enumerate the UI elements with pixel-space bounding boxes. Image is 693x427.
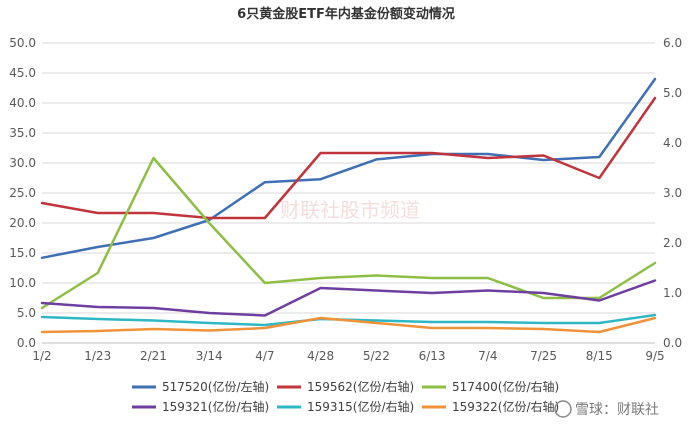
series-line	[40, 316, 657, 334]
legend-label: 517400(亿份/右轴)	[452, 379, 559, 394]
x-tick-label: 2/21	[140, 349, 167, 363]
brand-logo: 雪球：财联社	[554, 400, 659, 418]
y-axis-right: 0.0 1.0 2.0 3.0 4.0 5.0 6.0	[663, 36, 682, 350]
legend: 517520(亿份/左轴) 159562(亿份/右轴) 517400(亿份/右轴) 1…	[132, 379, 559, 414]
y-left-tick-label: 5.0	[17, 306, 36, 320]
series-line	[40, 156, 657, 310]
x-tick-label: 6/13	[419, 349, 446, 363]
x-tick-label: 4/7	[255, 349, 274, 363]
legend-label: 159321(亿份/右轴)	[162, 399, 269, 414]
y-left-tick-label: 30.0	[9, 156, 36, 170]
x-tick-label: 5/22	[363, 349, 390, 363]
y-left-tick-label: 15.0	[9, 246, 36, 260]
y-right-tick-label: 1.0	[663, 286, 682, 300]
watermark-text: 财联社股市频道	[280, 198, 420, 222]
series-line	[40, 77, 657, 260]
x-tick-label: 1/23	[84, 349, 111, 363]
y-right-tick-label: 3.0	[663, 186, 682, 200]
y-left-tick-label: 25.0	[9, 186, 36, 200]
legend-label: 159562(亿份/右轴)	[307, 379, 414, 394]
series-group	[40, 77, 657, 334]
x-tick-label: 9/5	[645, 349, 664, 363]
x-tick-label: 1/2	[32, 349, 51, 363]
snowball-icon	[554, 400, 572, 418]
x-tick-label: 8/15	[586, 349, 613, 363]
y-left-tick-label: 35.0	[9, 126, 36, 140]
y-right-tick-label: 4.0	[663, 136, 682, 150]
y-axis-left: 0.0 5.0 10.0 15.0 20.0 25.0 30.0 35.0 40.0 45.0 50…	[9, 36, 36, 350]
series-line	[40, 96, 657, 220]
legend-label: 517520(亿份/左轴)	[162, 379, 269, 394]
y-left-tick-label: 45.0	[9, 66, 36, 80]
y-left-tick-label: 40.0	[9, 96, 36, 110]
x-tick-label: 7/4	[478, 349, 497, 363]
x-tick-label: 4/28	[307, 349, 334, 363]
y-left-tick-label: 0.0	[17, 336, 36, 350]
y-left-tick-label: 10.0	[9, 276, 36, 290]
x-tick-label: 7/25	[530, 349, 557, 363]
y-right-tick-label: 0.0	[663, 336, 682, 350]
y-right-tick-label: 5.0	[663, 86, 682, 100]
grid	[42, 42, 655, 344]
y-left-tick-label: 50.0	[9, 36, 36, 50]
legend-label: 159322(亿份/右轴)	[452, 399, 559, 414]
chart-title: 6只黄金股ETF年内基金份额变动情况	[237, 6, 455, 22]
brand-logo-text: 雪球：财联社	[575, 402, 659, 418]
series-line	[40, 279, 657, 317]
x-axis: 1/2 1/23 2/21 3/14 4/7 4/28 5/22 6/13 7/4 7/25 8/1…	[32, 342, 665, 363]
y-right-tick-label: 2.0	[663, 236, 682, 250]
x-tick-label: 3/14	[196, 349, 223, 363]
y-right-tick-label: 6.0	[663, 36, 682, 50]
y-left-tick-label: 20.0	[9, 216, 36, 230]
legend-label: 159315(亿份/右轴)	[307, 399, 414, 414]
